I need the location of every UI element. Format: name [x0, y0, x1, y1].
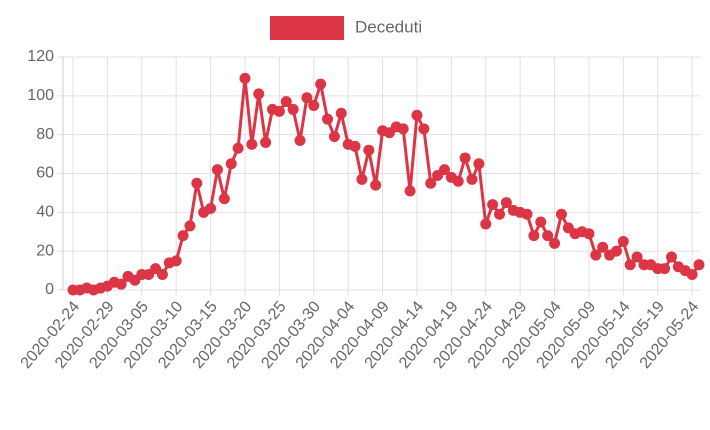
data-point: [631, 251, 643, 263]
data-point: [425, 177, 437, 189]
data-point: [280, 96, 292, 108]
data-point: [404, 185, 416, 197]
data-point: [542, 230, 554, 242]
data-point: [528, 230, 540, 242]
data-point: [693, 259, 705, 271]
y-tick-label: 60: [36, 165, 54, 182]
data-point: [246, 138, 258, 150]
data-point: [590, 249, 602, 261]
legend-swatch[interactable]: [270, 16, 344, 40]
data-point: [617, 235, 629, 247]
y-tick-label: 80: [36, 126, 54, 143]
data-point: [363, 144, 375, 156]
data-point: [211, 164, 223, 176]
y-tick-label: 120: [27, 48, 54, 65]
data-point: [115, 278, 127, 290]
data-point: [466, 173, 478, 185]
data-point: [487, 199, 499, 211]
data-point: [253, 88, 265, 100]
y-tick-label: 20: [36, 242, 54, 259]
data-point: [205, 202, 217, 214]
legend-label[interactable]: Deceduti: [355, 17, 422, 36]
data-point: [452, 175, 464, 187]
data-point: [438, 164, 450, 176]
data-point: [184, 220, 196, 232]
data-point: [322, 113, 334, 125]
data-point: [624, 259, 636, 271]
data-point: [535, 216, 547, 228]
data-point: [411, 109, 423, 121]
data-point: [170, 255, 182, 267]
data-point: [239, 72, 251, 84]
data-point: [349, 140, 361, 152]
data-point: [232, 142, 244, 154]
data-point: [480, 218, 492, 230]
data-point: [260, 136, 272, 148]
data-point: [597, 241, 609, 253]
y-tick-label: 0: [45, 281, 54, 298]
data-point: [521, 208, 533, 220]
data-point: [225, 158, 237, 170]
data-point: [459, 152, 471, 164]
data-point: [659, 263, 671, 275]
data-point: [418, 123, 430, 135]
data-point: [686, 268, 698, 280]
data-point: [218, 193, 230, 205]
data-point: [177, 230, 189, 242]
data-point: [473, 158, 485, 170]
data-point: [665, 251, 677, 263]
data-point: [191, 177, 203, 189]
y-tick-label: 100: [27, 87, 54, 104]
data-point: [610, 245, 622, 257]
data-point: [328, 131, 340, 143]
data-point: [549, 237, 561, 249]
data-point: [555, 208, 567, 220]
data-point: [315, 78, 327, 90]
data-point: [294, 134, 306, 146]
data-point: [308, 100, 320, 112]
data-point: [156, 268, 168, 280]
y-tick-label: 40: [36, 204, 54, 221]
data-point: [301, 92, 313, 104]
data-point: [287, 103, 299, 115]
data-point: [500, 197, 512, 209]
data-point: [356, 173, 368, 185]
data-point: [397, 123, 409, 135]
data-point: [494, 208, 506, 220]
data-point: [370, 179, 382, 191]
data-point: [583, 228, 595, 240]
data-point: [273, 105, 285, 117]
data-point: [335, 107, 347, 119]
